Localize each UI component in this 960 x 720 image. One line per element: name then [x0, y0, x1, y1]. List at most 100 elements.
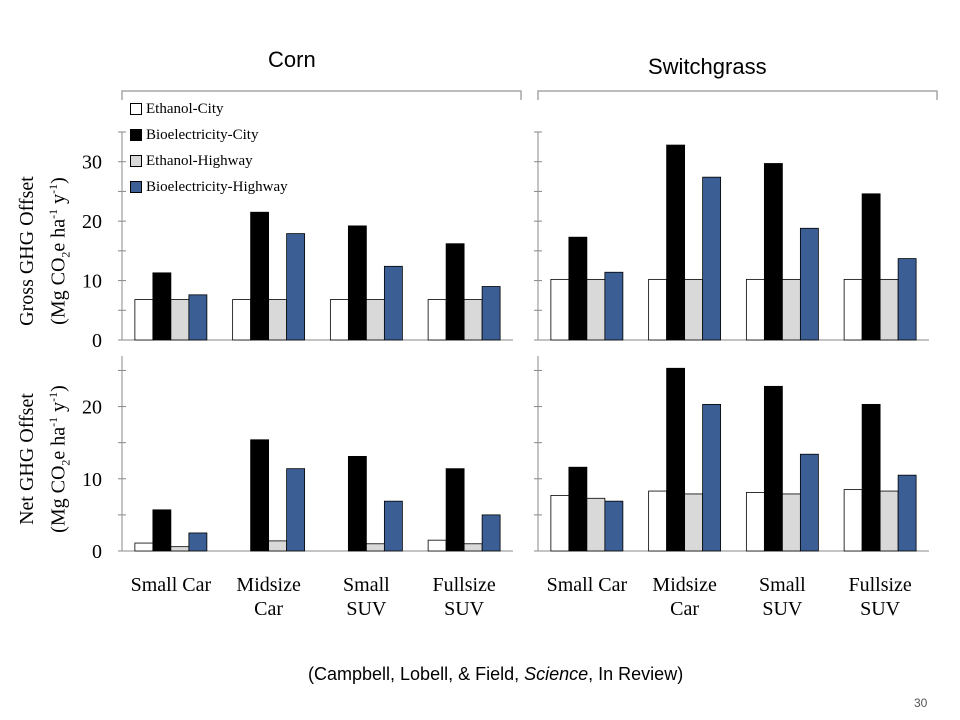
- corn-gross-bar: [134, 299, 154, 341]
- corn-bracket: [121, 90, 522, 100]
- corn-net-category-label: Midsize: [236, 574, 301, 596]
- legend-label: Bioelectricity-Highway: [146, 178, 288, 195]
- corn-net-category-label: Fullsize: [432, 574, 495, 596]
- corn-net-bar: [365, 543, 385, 552]
- citation-journal: Science: [524, 664, 589, 684]
- group-brackets: [121, 90, 938, 100]
- switchgrass-gross-bar: [550, 278, 570, 341]
- switchgrass-net-bar: [799, 453, 819, 552]
- corn-gross-bar: [152, 272, 172, 341]
- switchgrass-gross-bar: [648, 278, 668, 341]
- switchgrass-gross-bar: [666, 144, 686, 341]
- switchgrass-net-category-label: Fullsize: [848, 574, 911, 596]
- corn-net-bar: [188, 532, 208, 552]
- group-title-corn: Corn: [268, 47, 316, 72]
- legend-label: Ethanol-City: [146, 100, 224, 117]
- switchgrass-net-bar: [879, 490, 899, 552]
- switchgrass-net-bar: [550, 494, 570, 552]
- y-axis-title-net-line2: (Mg CO2e ha-1 y-1): [46, 385, 73, 533]
- corn-net-category-label: SUV: [444, 598, 485, 620]
- y-axis-title-gross-line1: Gross GHG Offset: [16, 176, 38, 326]
- corn-net-bar: [463, 543, 483, 552]
- switchgrass-net-bar: [763, 385, 783, 552]
- switchgrass-net-bar: [648, 490, 668, 552]
- corn-gross-bar: [463, 299, 483, 341]
- corn-net-bar: [427, 539, 447, 552]
- corn-net-category-label: SUV: [346, 598, 387, 620]
- corn-gross-bar: [347, 225, 367, 341]
- switchgrass-net-bar: [897, 474, 917, 552]
- switchgrass-net-bar: [684, 493, 704, 552]
- switchgrass-gross-bar: [897, 258, 917, 341]
- switchgrass-net-category-label: SUV: [860, 598, 901, 620]
- switchgrass-gross-bar: [799, 227, 819, 341]
- switchgrass-net-bar: [843, 489, 863, 552]
- group-title-switchgrass: Switchgrass: [648, 54, 767, 79]
- switchgrass-net-bar: [568, 466, 588, 552]
- legend-item: Ethanol-Highway: [130, 148, 288, 174]
- corn-gross-bar: [329, 299, 349, 341]
- switchgrass-gross-bar: [684, 278, 704, 341]
- switchgrass-net-bar: [666, 367, 686, 552]
- legend-label: Ethanol-Highway: [146, 152, 253, 169]
- legend-item: Bioelectricity-Highway: [130, 174, 288, 200]
- switchgrass-net-bar: [586, 497, 606, 552]
- corn-net-bar: [152, 509, 172, 552]
- y-axis-title-net: Net GHG Offset (Mg CO2e ha-1 y-1): [14, 359, 79, 559]
- switchgrass-gross-bar: [745, 278, 765, 341]
- corn-gross-bar: [250, 211, 270, 341]
- corn-net-bar: [445, 468, 465, 552]
- legend: Ethanol-City Bioelectricity-City Ethanol…: [130, 96, 288, 200]
- corn-net-bar: [383, 500, 403, 552]
- switchgrass-net-category-label: Small Car: [547, 574, 628, 596]
- citation-after: , In Review): [588, 664, 684, 684]
- corn-gross-y-tick-label: 10: [82, 271, 102, 293]
- y-axis-title-gross: Gross GHG Offset (Mg CO2e ha-1 y-1): [14, 151, 79, 351]
- corn-gross-bar: [481, 286, 501, 341]
- corn-gross-bar: [445, 243, 465, 341]
- corn-net-y-tick-label: 20: [82, 397, 102, 419]
- corn-net-bar: [134, 542, 154, 552]
- citation: (Campbell, Lobell, & Field, Science, In …: [308, 664, 683, 685]
- switchgrass-gross-bar: [879, 278, 899, 341]
- switchgrass-net-bar: [861, 403, 881, 552]
- switchgrass-gross-bar: [861, 193, 881, 341]
- corn-net-bar: [347, 455, 367, 552]
- switchgrass-gross-bar: [843, 278, 863, 341]
- corn-gross-y-tick-label: 30: [82, 152, 102, 174]
- switchgrass-net-category-label: SUV: [762, 598, 803, 620]
- corn-gross-bar: [427, 299, 447, 341]
- legend-swatch-ethanol-city: [130, 103, 142, 115]
- y-axis-title-gross-line2: (Mg CO2e ha-1 y-1): [46, 177, 73, 325]
- corn-gross-bar: [170, 299, 190, 341]
- corn-gross-bar: [365, 299, 385, 341]
- legend-item: Ethanol-City: [130, 96, 288, 122]
- corn-gross-bar: [188, 294, 208, 341]
- switchgrass-net-category-label: Midsize: [652, 574, 717, 596]
- switchgrass-gross-bar: [781, 278, 801, 341]
- switchgrass-gross-bar: [604, 271, 624, 341]
- switchgrass-gross-bar: [586, 278, 606, 341]
- legend-swatch-ethanol-highway: [130, 155, 142, 167]
- page-number: 30: [914, 696, 928, 710]
- corn-net-category-label: Car: [254, 598, 283, 620]
- switchgrass-net-bar: [781, 493, 801, 552]
- switchgrass-gross-bar: [568, 236, 588, 341]
- corn-net-bar: [481, 514, 501, 552]
- switchgrass-gross-bar: [763, 163, 783, 341]
- switchgrass-bracket: [537, 90, 938, 100]
- corn-net-bar: [268, 540, 288, 552]
- legend-item: Bioelectricity-City: [130, 122, 288, 148]
- corn-gross-y-tick-label: 20: [82, 211, 102, 233]
- legend-label: Bioelectricity-City: [146, 126, 259, 143]
- corn-net-y-tick-label: 10: [82, 469, 102, 491]
- legend-swatch-bioelectricity-highway: [130, 181, 142, 193]
- corn-gross-bar: [232, 299, 252, 341]
- corn-net-bar: [250, 439, 270, 552]
- corn-net-category-label: Small Car: [131, 574, 212, 596]
- corn-net-bar: [286, 468, 306, 552]
- legend-swatch-bioelectricity-city: [130, 129, 142, 141]
- corn-net-bar: [170, 546, 190, 552]
